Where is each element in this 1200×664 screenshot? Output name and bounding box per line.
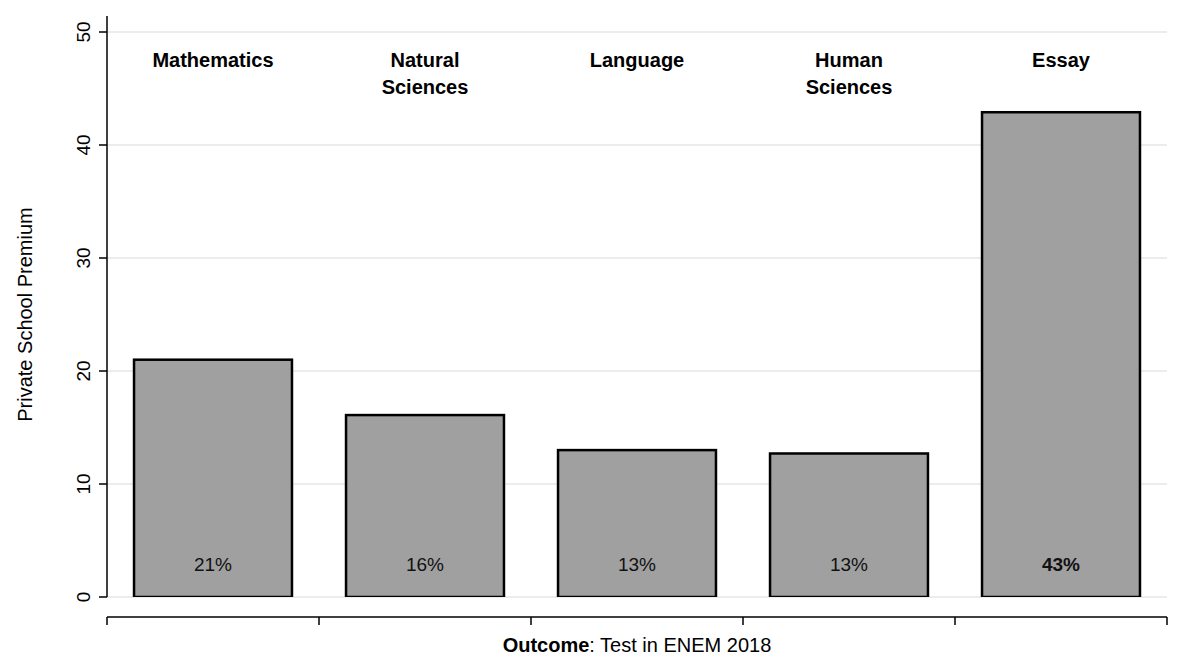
y-tick-label: 50 [73,21,94,42]
category-label: Mathematics [152,49,273,71]
y-tick [99,596,107,598]
chart-container: 21% 16% 13% 13% 43% Mathematics Natural Science… [0,0,1200,664]
bar [770,453,928,597]
x-axis-label-bold: Outcome [503,634,590,656]
x-axis-label-rest: : Test in ENEM 2018 [589,634,771,656]
bar [346,415,504,597]
category-label-line: Human [815,49,883,71]
y-tick [99,483,107,485]
data-label: 13% [618,554,656,575]
x-boundary-tick [318,617,320,625]
y-axis-label: Private School Premium [14,207,36,422]
bar [982,112,1140,597]
category-label-line: Essay [1032,49,1091,71]
x-axis-label: Outcome: Test in ENEM 2018 [503,634,772,656]
category-label-line: Sciences [382,76,469,98]
category-label-line: Language [590,49,684,71]
data-label: 21% [194,554,232,575]
bars [134,112,1140,597]
y-tick-label: 0 [73,592,94,603]
grid-line [107,31,1167,33]
category-label: Essay [1032,49,1091,71]
y-tick [99,144,107,146]
y-tick-label: 20 [73,360,94,381]
x-boundary-tick [954,617,956,625]
background [0,0,1200,664]
data-label: 43% [1042,554,1080,575]
y-tick-label: 10 [73,473,94,494]
chart-svg: 21% 16% 13% 13% 43% Mathematics Natural Science… [0,0,1200,664]
y-tick [99,31,107,33]
y-tick-label: 30 [73,247,94,268]
category-label: Language [590,49,684,71]
y-tick [99,257,107,259]
x-boundary-tick [106,617,108,625]
data-label: 13% [830,554,868,575]
category-label: Human Sciences [806,49,893,98]
y-axis [106,16,108,597]
y-tick [99,370,107,372]
data-label: 16% [406,554,444,575]
bar [558,450,716,597]
x-axis [107,616,1167,618]
x-boundary-tick [1166,617,1168,625]
category-label: Natural Sciences [382,49,469,98]
x-boundary-tick [530,617,532,625]
category-label-line: Sciences [806,76,893,98]
category-label-line: Natural [391,49,460,71]
bar [134,360,292,597]
y-tick-label: 40 [73,134,94,155]
x-boundary-tick [742,617,744,625]
category-label-line: Mathematics [152,49,273,71]
